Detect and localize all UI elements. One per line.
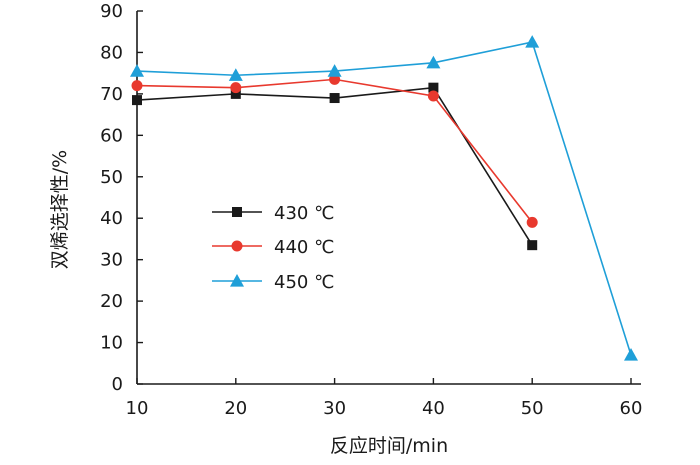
x-tick-label: 40 [422, 398, 445, 419]
y-tick-label: 0 [112, 374, 123, 395]
series-line [136, 41, 632, 356]
y-tick-label: 20 [100, 291, 123, 312]
legend-label: 440 ℃ [274, 237, 334, 258]
series-layer [130, 35, 638, 361]
data-point [526, 216, 538, 228]
x-tick-label: 20 [224, 398, 247, 419]
y-tick-label: 80 [100, 42, 123, 63]
legend-marker [231, 240, 243, 252]
y-tick-label: 50 [100, 167, 123, 188]
data-point [427, 90, 439, 102]
data-point [426, 55, 441, 69]
legend-marker [230, 274, 244, 287]
x-tick-label: 50 [521, 398, 544, 419]
legend: 430 ℃ 440 ℃ 450 ℃ [212, 203, 334, 293]
data-point [130, 64, 144, 77]
data-point [230, 82, 242, 94]
x-axis-title: 反应时间/min [330, 435, 448, 457]
y-axis-title: 双烯选择性/% [49, 150, 71, 269]
x-tick-label: 30 [323, 398, 346, 419]
legend-entry: 440 ℃ [212, 237, 334, 258]
series-3 [130, 35, 638, 361]
data-point [230, 88, 241, 99]
x-tick-label: 10 [126, 398, 149, 419]
series-2 [131, 73, 538, 228]
data-point [525, 35, 540, 48]
y-tick-label: 30 [100, 250, 123, 271]
data-point [132, 95, 142, 106]
legend-entry: 450 ℃ [212, 272, 334, 293]
data-point [228, 68, 243, 81]
data-point [527, 240, 538, 251]
data-point [428, 82, 439, 93]
legend-label: 450 ℃ [274, 272, 334, 293]
legend-marker [232, 207, 242, 217]
y-tick-label: 90 [100, 1, 123, 22]
data-point [131, 80, 143, 92]
y-tick-label: 60 [100, 125, 123, 146]
series-line [136, 86, 533, 246]
x-tick-label: 60 [620, 398, 643, 419]
y-tick-label: 10 [100, 333, 123, 354]
series-1 [132, 82, 538, 251]
legend-entry: 430 ℃ [212, 203, 334, 224]
y-tick-label: 40 [100, 208, 123, 229]
legend-label: 430 ℃ [274, 203, 334, 224]
data-point [327, 64, 342, 77]
data-point [624, 347, 638, 361]
data-point [329, 93, 340, 104]
y-tick-label: 70 [100, 84, 123, 105]
